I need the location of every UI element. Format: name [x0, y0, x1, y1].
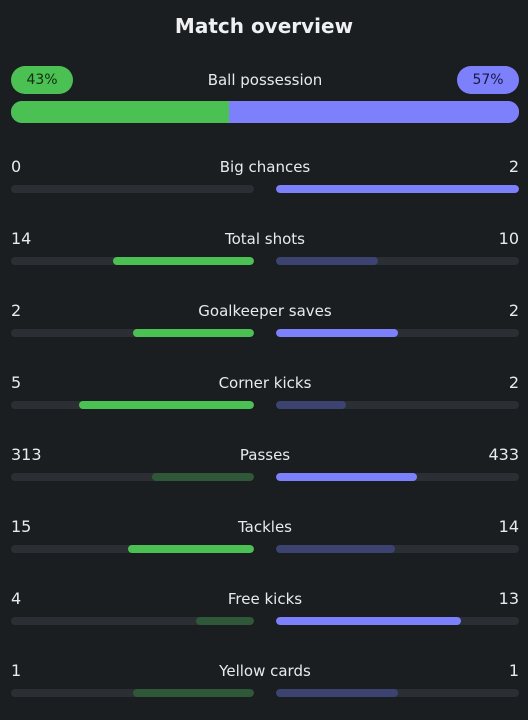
- home-stat-value: 2: [11, 301, 22, 320]
- page-title: Match overview: [174, 14, 354, 38]
- stat-row: Tackles 15 14: [11, 516, 519, 560]
- stat-label: Yellow cards: [219, 662, 311, 680]
- away-stat-value: 2: [508, 301, 519, 320]
- home-stat-value: 313: [11, 445, 42, 464]
- home-stat-fill: [132, 689, 254, 697]
- home-stat-fill: [195, 617, 254, 625]
- stat-label: Corner kicks: [218, 374, 312, 392]
- stat-row: Goalkeeper saves 2 2: [11, 300, 519, 344]
- stat-row: Free kicks 4 13: [11, 588, 519, 632]
- home-possession-badge: 43%: [11, 66, 73, 94]
- away-stat-track: [276, 473, 519, 481]
- home-stat-track: [11, 473, 254, 481]
- away-stat-track: [276, 617, 519, 625]
- away-stat-value: 10: [498, 229, 519, 248]
- home-stat-track: [11, 329, 254, 337]
- away-stat-value: 14: [498, 517, 519, 536]
- away-stat-fill: [276, 473, 417, 481]
- away-stat-track: [276, 689, 519, 697]
- away-stat-fill: [276, 329, 398, 337]
- away-stat-value: 2: [508, 157, 519, 176]
- away-stat-fill: [276, 401, 347, 409]
- away-stat-track: [276, 185, 519, 193]
- stat-label: Free kicks: [227, 590, 303, 608]
- away-stat-value: 13: [498, 589, 519, 608]
- stat-label: Tackles: [237, 518, 293, 536]
- possession-row: Ball possession 43% 57%: [11, 66, 519, 94]
- away-stat-value: 2: [508, 373, 519, 392]
- stat-row: Big chances 0 2: [11, 156, 519, 200]
- home-stat-value: 15: [11, 517, 32, 536]
- home-stat-value: 5: [11, 373, 22, 392]
- away-stat-value: 433: [488, 445, 519, 464]
- stat-label: Passes: [239, 446, 291, 464]
- home-stat-track: [11, 545, 254, 553]
- home-stat-track: [11, 257, 254, 265]
- home-stat-track: [11, 401, 254, 409]
- stat-label: Big chances: [219, 158, 311, 176]
- home-stat-track: [11, 617, 254, 625]
- stat-label: Goalkeeper saves: [198, 302, 332, 320]
- away-possession-badge: 57%: [457, 66, 519, 94]
- stat-row: Yellow cards 1 1: [11, 660, 519, 704]
- possession-bar: [11, 101, 519, 123]
- home-stat-value: 4: [11, 589, 22, 608]
- possession-label: Ball possession: [207, 71, 323, 89]
- home-stat-fill: [127, 545, 254, 553]
- home-stat-value: 1: [11, 661, 22, 680]
- home-stat-fill: [113, 257, 254, 265]
- home-stat-fill: [79, 401, 254, 409]
- stat-row: Total shots 14 10: [11, 228, 519, 272]
- away-stat-fill: [276, 689, 398, 697]
- away-stat-value: 1: [508, 661, 519, 680]
- home-stat-value: 14: [11, 229, 32, 248]
- home-stat-track: [11, 689, 254, 697]
- away-stat-fill: [276, 185, 519, 193]
- away-stat-track: [276, 257, 519, 265]
- home-stat-fill: [151, 473, 254, 481]
- away-stat-fill: [276, 545, 396, 553]
- home-stat-track: [11, 185, 254, 193]
- home-stat-fill: [132, 329, 254, 337]
- away-stat-track: [276, 329, 519, 337]
- stat-label: Total shots: [225, 230, 305, 248]
- away-stat-track: [276, 545, 519, 553]
- away-stat-fill: [276, 257, 379, 265]
- away-stat-track: [276, 401, 519, 409]
- stat-row: Passes 313 433: [11, 444, 519, 488]
- home-possession-segment: [11, 101, 230, 123]
- stat-row: Corner kicks 5 2: [11, 372, 519, 416]
- home-stat-value: 0: [11, 157, 22, 176]
- away-possession-segment: [229, 101, 519, 123]
- away-stat-fill: [276, 617, 461, 625]
